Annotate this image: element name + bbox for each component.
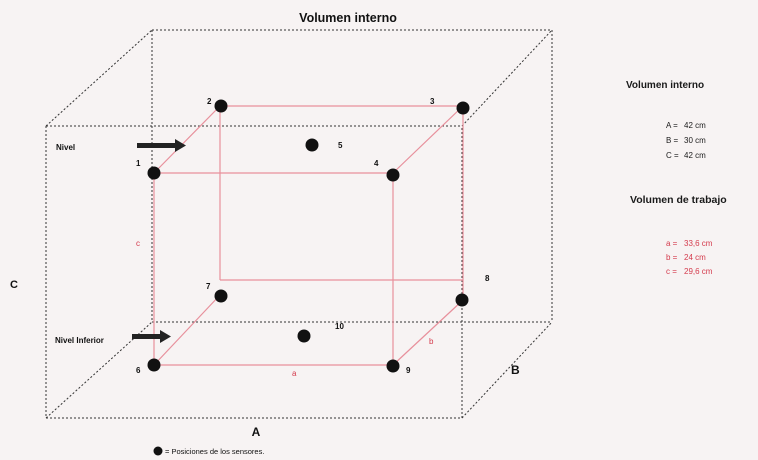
level-label-upper: Nivel bbox=[56, 143, 75, 152]
sensor-8 bbox=[455, 293, 469, 307]
sensor-label-9: 9 bbox=[406, 366, 411, 375]
sensor-label-5: 5 bbox=[338, 141, 343, 150]
sensors bbox=[147, 99, 470, 373]
upper-level-arrow bbox=[137, 139, 186, 152]
sensor-3 bbox=[456, 101, 470, 115]
inner-label-c: c bbox=[136, 239, 140, 248]
diagram-title: Volumen interno bbox=[299, 11, 397, 25]
internal-volume-title: Volumen interno bbox=[626, 80, 705, 91]
working-dim-b: b = 24 cm bbox=[666, 253, 706, 262]
outer-box bbox=[45, 29, 553, 419]
legend-text: = Posiciones de los sensores. bbox=[165, 447, 264, 456]
dimension-label-a: A bbox=[252, 425, 261, 439]
sensor-label-2: 2 bbox=[207, 97, 212, 106]
sensor-label-3: 3 bbox=[430, 97, 435, 106]
sensor-label-10: 10 bbox=[335, 322, 344, 331]
level-label-lower: Nivel Inferior bbox=[55, 336, 104, 345]
internal-dim-b: B = 30 cm bbox=[666, 136, 706, 145]
sensor-label-1: 1 bbox=[136, 159, 141, 168]
sensor-label-6: 6 bbox=[136, 366, 141, 375]
sensor-2 bbox=[214, 99, 228, 113]
working-dim-c: c = 29,6 cm bbox=[666, 267, 713, 276]
dimension-label-c: C bbox=[10, 279, 18, 291]
sensor-9 bbox=[386, 359, 400, 373]
lower-level-arrow bbox=[132, 330, 171, 343]
inner-box bbox=[153, 105, 464, 366]
sensor-6 bbox=[147, 358, 161, 372]
sensor-1 bbox=[147, 166, 161, 180]
working-volume-title: Volumen de trabajo bbox=[630, 194, 727, 206]
inner-label-a: a bbox=[292, 369, 297, 378]
inner-label-b: b bbox=[429, 337, 434, 346]
level-arrows bbox=[132, 139, 186, 343]
internal-dim-c: C = 42 cm bbox=[666, 151, 706, 160]
sensor-4 bbox=[386, 168, 400, 182]
sensor-5 bbox=[305, 138, 319, 152]
sensor-label-8: 8 bbox=[485, 274, 490, 283]
internal-dim-a: A = 42 cm bbox=[666, 121, 706, 130]
legend-sensor-icon bbox=[153, 446, 163, 456]
dimension-label-b: B bbox=[511, 363, 520, 377]
working-dim-a: a = 33,6 cm bbox=[666, 239, 713, 248]
sensor-label-4: 4 bbox=[374, 159, 379, 168]
sensor-label-7: 7 bbox=[206, 282, 211, 291]
sensor-10 bbox=[297, 329, 311, 343]
sensor-7 bbox=[214, 289, 228, 303]
